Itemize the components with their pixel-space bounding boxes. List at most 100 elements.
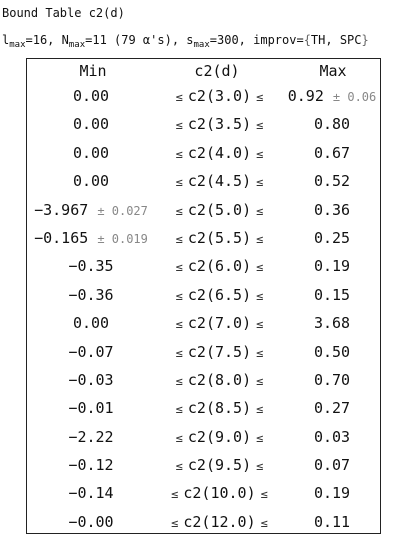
min-cell: 0.00 [27,139,155,167]
max-value: 0.11 [313,512,351,531]
max-value: 0.19 [313,484,351,503]
max-value: 0.80 [313,115,351,134]
c2-cell: ≤ c2(3.5) ≤ [157,110,282,138]
min-cell: −3.967 ± 0.027 [27,196,155,224]
improv-open-brace: { [303,33,311,47]
c2-label: c2(7.0) [187,314,252,333]
min-cell: −0.03 [27,366,155,394]
min-value: −0.35 [68,257,114,276]
c2-label: c2(8.5) [187,399,252,418]
max-cell: 0.25 [282,224,382,252]
min-value: −0.36 [68,285,114,304]
bound-table: Min c2(d) Max 0.00 ≤ c2(3.0) ≤0.92 ± 0.06 0.… [26,58,381,534]
n-max-sub: max [68,40,86,50]
max-cell: 0.07 [282,451,382,479]
table-row: −0.14 ≤ c2(10.0) ≤0.19 [27,479,380,507]
min-value: −0.14 [68,484,114,503]
c2-label: c2(9.0) [187,427,252,446]
max-value: 0.03 [313,427,351,446]
min-value: 0.00 [72,87,110,105]
min-cell: −0.07 [27,338,155,366]
c2-cell: ≤ c2(10.0) ≤ [157,479,282,507]
improv-label: improv= [245,33,304,47]
table-row: 0.00 ≤ c2(7.0) ≤3.68 [27,309,380,337]
min-cell: −2.22 [27,423,155,451]
max-cell: 0.36 [282,196,382,224]
table-row: −0.03 ≤ c2(8.0) ≤0.70 [27,366,380,394]
leq-left: ≤ [175,231,183,246]
s-max-base: s [179,33,194,47]
leq-right: ≤ [256,288,264,303]
min-value: −0.01 [68,399,114,418]
max-cell: 0.67 [282,139,382,167]
c2-label: c2(6.5) [187,285,252,304]
c2-label: c2(4.0) [187,143,252,162]
header-max: Max [319,62,347,80]
min-value: 0.00 [72,314,110,333]
max-value: 0.92 [287,87,324,105]
table-row: −3.967 ± 0.027 ≤ c2(5.0) ≤0.36 [27,196,380,224]
table-row: −0.35 ≤ c2(6.0) ≤0.19 [27,252,380,280]
max-cell: 0.92 ± 0.06 [282,82,382,110]
table-row: −0.12 ≤ c2(9.5) ≤0.07 [27,451,380,479]
n-max-value: =11 (79 α's), [85,33,180,47]
max-value: 0.67 [313,143,351,162]
leq-right: ≤ [256,459,264,474]
table-row: −0.165 ± 0.019 ≤ c2(5.5) ≤0.25 [27,224,380,252]
max-cell: 0.15 [282,281,382,309]
c2-cell: ≤ c2(7.5) ≤ [157,338,282,366]
c2-cell: ≤ c2(4.5) ≤ [157,167,282,195]
leq-left: ≤ [171,487,179,502]
c2-cell: ≤ c2(6.5) ≤ [157,281,282,309]
min-error: ± 0.027 [97,203,148,218]
leq-right: ≤ [256,345,264,360]
header-min: Min [79,62,107,80]
leq-left: ≤ [175,373,183,388]
max-value: 0.52 [313,172,351,191]
c2-cell: ≤ c2(4.0) ≤ [157,139,282,167]
leq-left: ≤ [175,402,183,417]
leq-left: ≤ [175,345,183,360]
c2-label: c2(12.0) [183,512,256,531]
leq-left: ≤ [175,203,183,218]
c2-label: c2(5.5) [187,228,252,247]
n-max-base: N [54,33,69,47]
leq-left: ≤ [175,90,183,104]
leq-right: ≤ [256,402,264,417]
leq-left: ≤ [175,146,183,161]
table-rows: 0.00 ≤ c2(3.0) ≤0.92 ± 0.06 0.00 ≤ c2(3.5) ≤0.8… [27,82,380,536]
min-cell: −0.165 ± 0.019 [27,224,155,252]
min-value: −0.165 [34,228,89,247]
max-cell: 0.19 [282,252,382,280]
min-cell: −0.35 [27,252,155,280]
page-title: Bound Table c2(d) [2,6,125,20]
table-row: 0.00 ≤ c2(4.0) ≤0.67 [27,139,380,167]
leq-right: ≤ [256,260,264,275]
c2-cell: ≤ c2(5.5) ≤ [157,224,282,252]
leq-left: ≤ [175,430,183,445]
c2-label: c2(6.0) [187,257,252,276]
table-row: −0.36 ≤ c2(6.5) ≤0.15 [27,281,380,309]
l-max-value: =16, [25,33,55,47]
leq-left: ≤ [175,459,183,474]
c2-label: c2(9.5) [187,456,252,475]
max-cell: 0.70 [282,366,382,394]
parameters-line: lmax=16, Nmax=11 (79 α's), smax=300, imp… [2,33,369,50]
max-error: ± 0.06 [332,90,377,104]
table-row: 0.00 ≤ c2(3.0) ≤0.92 ± 0.06 [27,82,380,110]
max-cell: 0.50 [282,338,382,366]
leq-right: ≤ [260,515,268,530]
min-cell: 0.00 [27,82,155,110]
c2-label: c2(7.5) [187,342,252,361]
table-row: 0.00 ≤ c2(3.5) ≤ 0.80 [27,110,380,138]
leq-left: ≤ [175,317,183,332]
max-value: 0.50 [313,342,351,361]
min-cell: −0.14 [27,479,155,507]
min-value: 0.00 [72,115,110,134]
max-value: 0.15 [313,285,351,304]
c2-label: c2(3.5) [187,115,252,134]
c2-label: c2(10.0) [183,484,256,503]
min-cell: −0.01 [27,394,155,422]
max-cell: 0.11 [282,508,382,536]
s-max-sub: max [193,40,210,50]
